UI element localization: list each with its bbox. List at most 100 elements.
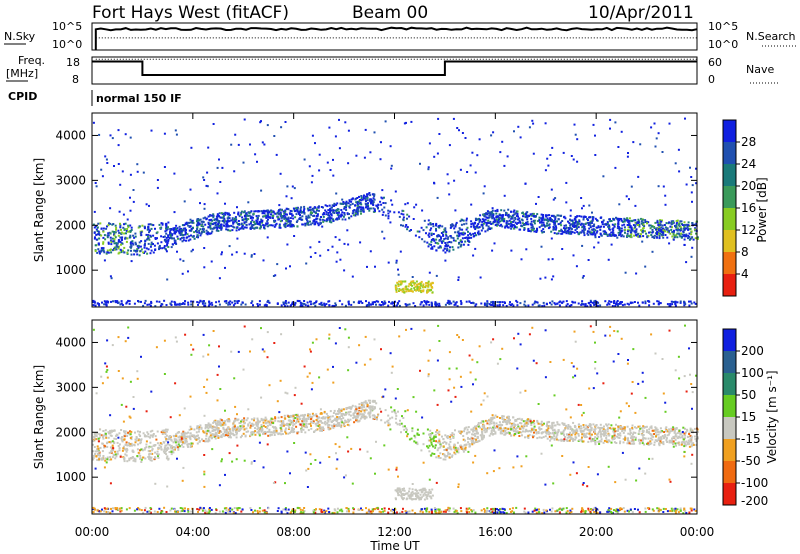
echo-cell [526,216,529,219]
echo-cell [523,300,526,303]
echo-cell [220,227,223,230]
echo-cell [674,434,677,437]
echo-cell [542,436,545,439]
echo-cell [695,232,697,235]
echo-cell [535,231,538,233]
echo-cell [657,229,660,232]
echo-cell [293,423,296,426]
echo-cell [557,223,560,226]
echo-cell [514,216,517,219]
echo-cell [273,225,276,228]
echo-cell [554,430,557,433]
echo-cell [546,214,549,217]
echo-cell [173,237,175,240]
echo-cell [285,432,288,435]
echo-cell [622,431,625,434]
echo-cell [343,207,346,210]
echo-cell [560,224,563,227]
echo-cell [168,237,171,240]
noise-right-label: N.Search [746,30,796,43]
echo-cell [468,300,471,303]
echo-cell [228,245,231,248]
echo-cell [579,223,582,226]
echo-cell [94,434,97,437]
echo-cell [314,142,316,145]
echo-cell [259,121,262,124]
echo-cell [524,436,526,439]
echo-cell [134,441,137,444]
echo-cell [469,164,472,167]
echo-cell [478,226,481,229]
echo-cell [247,430,250,433]
echo-cell [554,218,557,221]
echo-cell [379,158,382,161]
echo-cell [540,229,543,232]
echo-cell [307,413,310,415]
echo-cell [391,203,394,206]
echo-cell [486,422,489,425]
echo-cell [333,305,336,307]
echo-cell [608,233,611,236]
echo-cell [597,435,600,438]
echo-cell [205,218,208,221]
echo-cell [103,259,106,262]
echo-cell [456,305,459,308]
echo-cell [522,215,524,218]
echo-cell [284,305,286,308]
echo-cell [477,422,480,424]
echo-cell [607,302,610,305]
echo-cell [264,416,267,419]
echo-cell [338,217,341,220]
echo-cell [175,243,178,245]
echo-cell [210,260,213,263]
echo-cell [397,273,400,276]
echo-cell [224,428,227,431]
echo-cell [203,230,206,233]
echo-cell [461,233,464,236]
echo-cell [436,152,439,155]
echo-cell [321,304,324,306]
echo-cell [453,227,456,230]
echo-cell [235,229,238,232]
echo-cell [354,410,357,413]
echo-cell [98,243,100,246]
echo-cell [648,300,651,303]
echo-cell [281,219,283,222]
echo-cell [505,423,508,426]
echo-cell [644,302,647,305]
echo-cell [165,250,168,253]
echo-cell [565,230,568,233]
echo-cell [110,243,113,246]
echo-cell [458,227,461,230]
echo-cell [382,202,385,204]
echo-cell [553,221,556,224]
echo-cell [397,211,400,214]
echo-cell [241,219,244,222]
echo-cell [539,221,541,224]
echo-cell [626,425,629,428]
echo-cell [664,194,667,197]
echo-cell [477,425,480,428]
echo-cell [102,227,105,230]
echo-cell [480,428,483,431]
echo-cell [175,444,178,447]
echo-cell [596,226,598,229]
echo-cell [474,247,477,250]
echo-cell [175,303,178,306]
echo-cell [338,416,341,418]
echo-cell [627,432,630,435]
echo-cell [416,433,419,436]
echo-cell [428,433,430,436]
echo-cell [674,429,677,432]
echo-cell [156,450,159,453]
echo-cell [254,153,257,156]
echo-cell [598,440,601,443]
echo-cell [412,302,415,305]
echo-cell [302,209,305,212]
echo-cell [622,426,625,429]
echo-cell [352,413,355,416]
echo-cell [362,195,365,198]
echo-cell [332,219,335,222]
echo-cell [254,427,256,430]
echo-cell [158,246,161,249]
